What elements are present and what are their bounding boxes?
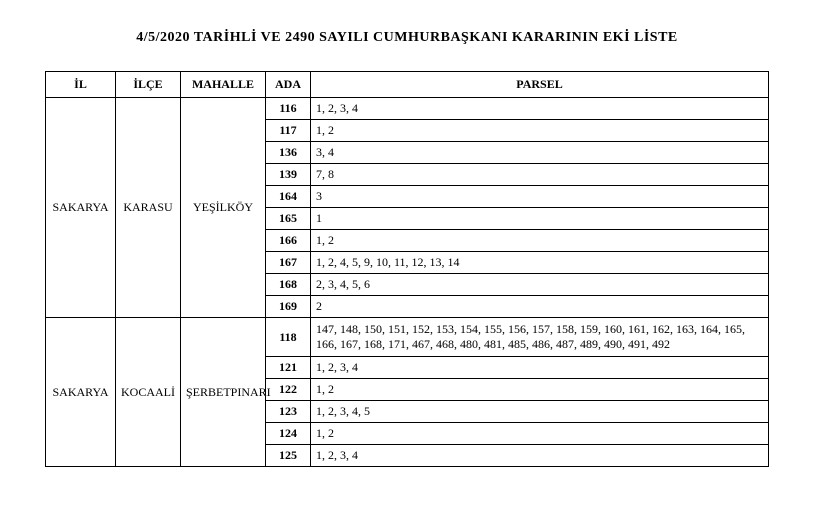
cell-parsel: 1, 2 bbox=[311, 379, 769, 401]
cell-ada: 164 bbox=[266, 186, 311, 208]
col-header-parsel: PARSEL bbox=[311, 72, 769, 98]
cell-parsel: 1, 2, 3, 4 bbox=[311, 357, 769, 379]
cell-ada: 117 bbox=[266, 120, 311, 142]
col-header-ada: ADA bbox=[266, 72, 311, 98]
cell-ada: 118 bbox=[266, 318, 311, 357]
cell-parsel: 1, 2 bbox=[311, 423, 769, 445]
cell-ada: 123 bbox=[266, 401, 311, 423]
cell-parsel: 147, 148, 150, 151, 152, 153, 154, 155, … bbox=[311, 318, 769, 357]
table-row: SAKARYAKARASUYEŞİLKÖY1161, 2, 3, 4 bbox=[46, 98, 769, 120]
cell-parsel: 1, 2 bbox=[311, 230, 769, 252]
col-header-mahalle: MAHALLE bbox=[181, 72, 266, 98]
page-title: 4/5/2020 TARİHLİ VE 2490 SAYILI CUMHURBA… bbox=[45, 30, 769, 46]
cell-ada: 139 bbox=[266, 164, 311, 186]
table-row: SAKARYAKOCAALİŞERBETPINARI118147, 148, 1… bbox=[46, 318, 769, 357]
cell-ada: 121 bbox=[266, 357, 311, 379]
cell-ada: 169 bbox=[266, 296, 311, 318]
cell-ada: 136 bbox=[266, 142, 311, 164]
cell-parsel: 2 bbox=[311, 296, 769, 318]
cell-mahalle: YEŞİLKÖY bbox=[181, 98, 266, 318]
cell-ada: 166 bbox=[266, 230, 311, 252]
cell-ilce: KARASU bbox=[116, 98, 181, 318]
cell-parsel: 1, 2 bbox=[311, 120, 769, 142]
cell-parsel: 1 bbox=[311, 208, 769, 230]
cell-ada: 167 bbox=[266, 252, 311, 274]
cell-parsel: 1, 2, 3, 4 bbox=[311, 445, 769, 467]
cell-parsel: 7, 8 bbox=[311, 164, 769, 186]
cell-il: SAKARYA bbox=[46, 318, 116, 467]
cell-parsel: 1, 2, 3, 4 bbox=[311, 98, 769, 120]
table-header-row: İL İLÇE MAHALLE ADA PARSEL bbox=[46, 72, 769, 98]
cell-ada: 116 bbox=[266, 98, 311, 120]
col-header-il: İL bbox=[46, 72, 116, 98]
col-header-ilce: İLÇE bbox=[116, 72, 181, 98]
cell-parsel: 3 bbox=[311, 186, 769, 208]
cell-ada: 168 bbox=[266, 274, 311, 296]
cell-mahalle: ŞERBETPINARI bbox=[181, 318, 266, 467]
cell-ada: 125 bbox=[266, 445, 311, 467]
cell-il: SAKARYA bbox=[46, 98, 116, 318]
cell-ada: 165 bbox=[266, 208, 311, 230]
cell-parsel: 3, 4 bbox=[311, 142, 769, 164]
table-body: SAKARYAKARASUYEŞİLKÖY1161, 2, 3, 41171, … bbox=[46, 98, 769, 467]
parsel-table: İL İLÇE MAHALLE ADA PARSEL SAKARYAKARASU… bbox=[45, 71, 769, 467]
cell-ada: 124 bbox=[266, 423, 311, 445]
cell-parsel: 1, 2, 3, 4, 5 bbox=[311, 401, 769, 423]
cell-ilce: KOCAALİ bbox=[116, 318, 181, 467]
cell-parsel: 2, 3, 4, 5, 6 bbox=[311, 274, 769, 296]
cell-parsel: 1, 2, 4, 5, 9, 10, 11, 12, 13, 14 bbox=[311, 252, 769, 274]
cell-ada: 122 bbox=[266, 379, 311, 401]
